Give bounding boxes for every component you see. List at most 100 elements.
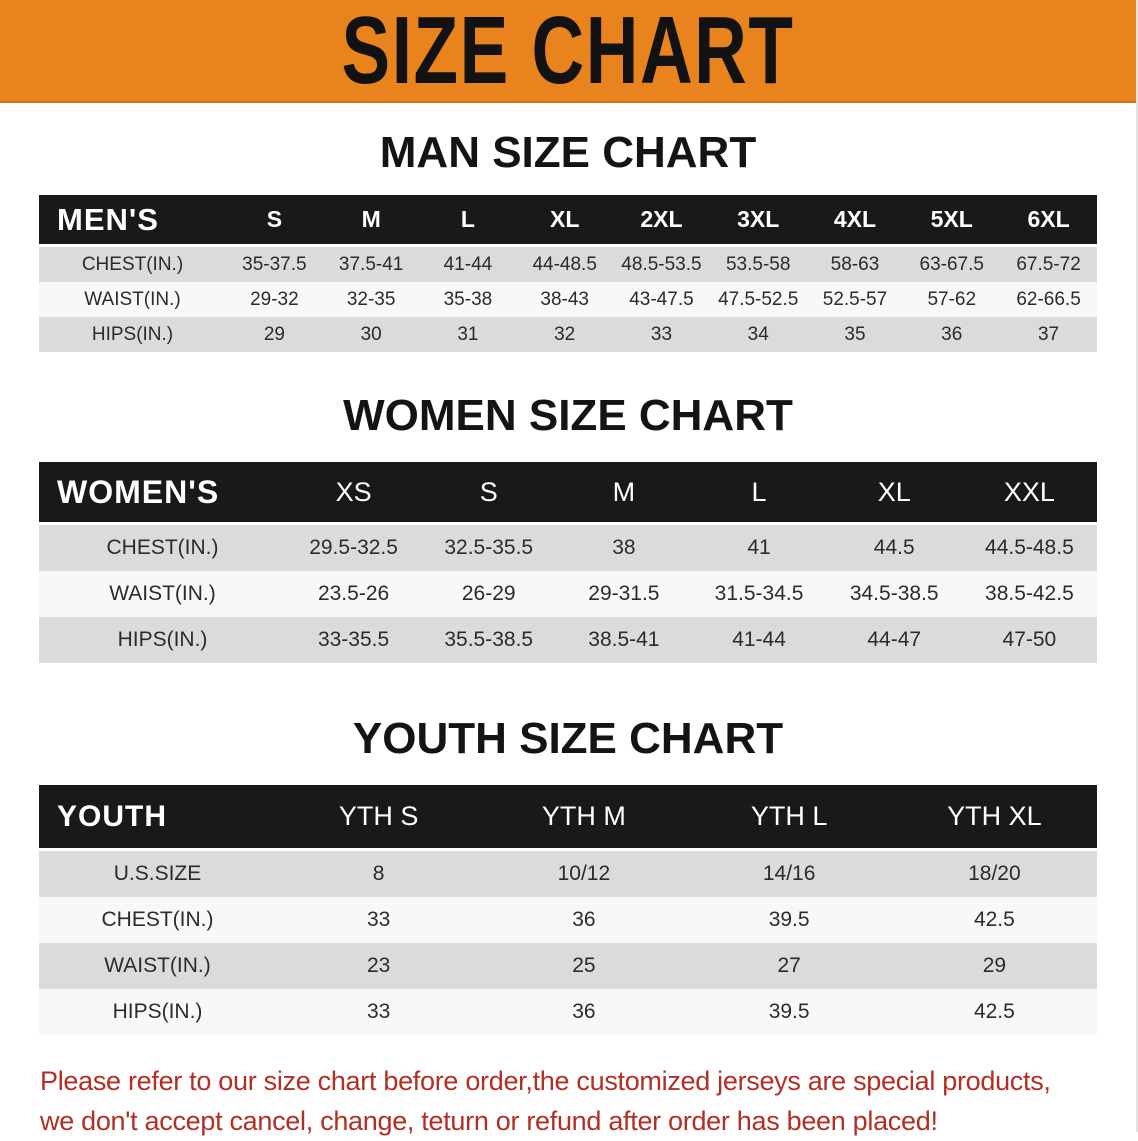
- size-cell: 44.5-48.5: [961, 525, 1097, 571]
- women-header-row: WOMEN'S XS S M L XL XXL: [39, 462, 1097, 525]
- men-section: MAN SIZE CHART MEN'S S M L XL 2XL 3XL 4X…: [0, 127, 1136, 352]
- column-header: YTH M: [481, 785, 687, 851]
- women-size-table: WOMEN'S XS S M L XL XXL CHEST(IN.) 29.5-…: [39, 462, 1097, 663]
- size-cell: 62-66.5: [1000, 282, 1097, 317]
- column-header: 6XL: [1000, 195, 1097, 247]
- size-cell: 35-38: [419, 282, 517, 317]
- row-label: CHEST(IN.): [39, 525, 286, 571]
- size-cell: 31: [419, 317, 517, 352]
- footer-line-1: Please refer to our size chart before or…: [40, 1066, 1051, 1096]
- column-header: 2XL: [613, 195, 710, 247]
- row-label: WAIST(IN.): [39, 282, 226, 317]
- row-label: WAIST(IN.): [39, 943, 276, 989]
- table-row: HIPS(IN.) 33 36 39.5 42.5: [39, 989, 1097, 1035]
- size-cell: 44-48.5: [516, 247, 614, 282]
- youth-size-table: YOUTH YTH S YTH M YTH L YTH XL U.S.SIZE …: [39, 785, 1097, 1035]
- column-header: M: [322, 195, 420, 247]
- table-row: WAIST(IN.) 23 25 27 29: [39, 943, 1097, 989]
- size-cell: 47.5-52.5: [709, 282, 807, 317]
- women-table-title: WOMEN'S: [39, 462, 286, 525]
- column-header: M: [556, 462, 692, 525]
- size-cell: 37.5-41: [322, 247, 420, 282]
- size-cell: 34: [709, 317, 807, 352]
- youth-header-row: YOUTH YTH S YTH M YTH L YTH XL: [39, 785, 1097, 851]
- size-cell: 14/16: [686, 851, 892, 897]
- size-cell: 52.5-57: [806, 282, 904, 317]
- column-header: S: [421, 462, 557, 525]
- table-row: CHEST(IN.) 29.5-32.5 32.5-35.5 38 41 44.…: [39, 525, 1097, 571]
- column-header: YTH L: [686, 785, 892, 851]
- size-cell: 29-32: [226, 282, 323, 317]
- women-section-heading: WOMEN SIZE CHART: [343, 391, 793, 440]
- size-cell: 29-31.5: [556, 571, 692, 617]
- size-cell: 36: [481, 897, 687, 943]
- size-cell: 18/20: [891, 851, 1097, 897]
- column-header: 4XL: [806, 195, 904, 247]
- size-cell: 36: [481, 989, 687, 1035]
- column-header: L: [419, 195, 517, 247]
- size-cell: 37: [1000, 317, 1097, 352]
- size-cell: 58-63: [806, 247, 904, 282]
- column-header: XL: [826, 462, 962, 525]
- size-cell: 67.5-72: [1000, 247, 1097, 282]
- table-row: HIPS(IN.) 29 30 31 32 33 34 35 36 37: [39, 317, 1097, 352]
- size-cell: 41-44: [691, 617, 827, 663]
- size-cell: 43-47.5: [613, 282, 710, 317]
- size-cell: 41: [691, 525, 827, 571]
- footer-line-2: we don't accept cancel, change, teturn o…: [40, 1106, 938, 1136]
- column-header: XS: [286, 462, 422, 525]
- row-label: WAIST(IN.): [39, 571, 286, 617]
- size-cell: 42.5: [891, 897, 1097, 943]
- row-label: HIPS(IN.): [39, 989, 276, 1035]
- column-header: XXL: [961, 462, 1097, 525]
- size-cell: 31.5-34.5: [691, 571, 827, 617]
- size-cell: 44.5: [826, 525, 962, 571]
- column-header: 3XL: [709, 195, 807, 247]
- row-label: HIPS(IN.): [39, 617, 286, 663]
- size-cell: 26-29: [421, 571, 557, 617]
- size-cell: 48.5-53.5: [613, 247, 710, 282]
- men-size-table: MEN'S S M L XL 2XL 3XL 4XL 5XL 6XL CHEST…: [39, 195, 1097, 352]
- size-cell: 34.5-38.5: [826, 571, 962, 617]
- size-cell: 47-50: [961, 617, 1097, 663]
- youth-section-heading: YOUTH SIZE CHART: [352, 714, 784, 763]
- size-cell: 29: [226, 317, 323, 352]
- youth-table-title: YOUTH: [39, 785, 276, 851]
- men-table-title: MEN'S: [39, 195, 226, 247]
- women-section: WOMEN SIZE CHART WOMEN'S XS S M L XL XXL…: [0, 390, 1136, 663]
- size-cell: 33: [276, 897, 482, 943]
- column-header: S: [226, 195, 323, 247]
- size-cell: 10/12: [481, 851, 687, 897]
- table-row: CHEST(IN.) 35-37.5 37.5-41 41-44 44-48.5…: [39, 247, 1097, 282]
- size-cell: 42.5: [891, 989, 1097, 1035]
- size-cell: 32-35: [322, 282, 420, 317]
- footer-note: Please refer to our size chart before or…: [0, 1061, 1136, 1141]
- banner-title: SIZE CHART: [341, 0, 795, 104]
- size-cell: 63-67.5: [903, 247, 1001, 282]
- size-cell: 23: [276, 943, 482, 989]
- size-cell: 38.5-42.5: [961, 571, 1097, 617]
- size-cell: 32: [516, 317, 614, 352]
- size-cell: 41-44: [419, 247, 517, 282]
- size-cell: 23.5-26: [286, 571, 422, 617]
- size-cell: 27: [686, 943, 892, 989]
- size-cell: 57-62: [903, 282, 1001, 317]
- row-label: U.S.SIZE: [39, 851, 276, 897]
- size-cell: 33: [613, 317, 710, 352]
- column-header: YTH XL: [891, 785, 1097, 851]
- size-cell: 39.5: [686, 897, 892, 943]
- size-cell: 38.5-41: [556, 617, 692, 663]
- size-cell: 32.5-35.5: [421, 525, 557, 571]
- size-cell: 36: [903, 317, 1001, 352]
- row-label: CHEST(IN.): [39, 247, 226, 282]
- men-header-row: MEN'S S M L XL 2XL 3XL 4XL 5XL 6XL: [39, 195, 1097, 247]
- column-header: 5XL: [903, 195, 1001, 247]
- row-label: CHEST(IN.): [39, 897, 276, 943]
- size-cell: 44-47: [826, 617, 962, 663]
- column-header: L: [691, 462, 827, 525]
- size-cell: 35-37.5: [226, 247, 323, 282]
- size-cell: 30: [322, 317, 420, 352]
- table-row: CHEST(IN.) 33 36 39.5 42.5: [39, 897, 1097, 943]
- size-cell: 35.5-38.5: [421, 617, 557, 663]
- table-row: U.S.SIZE 8 10/12 14/16 18/20: [39, 851, 1097, 897]
